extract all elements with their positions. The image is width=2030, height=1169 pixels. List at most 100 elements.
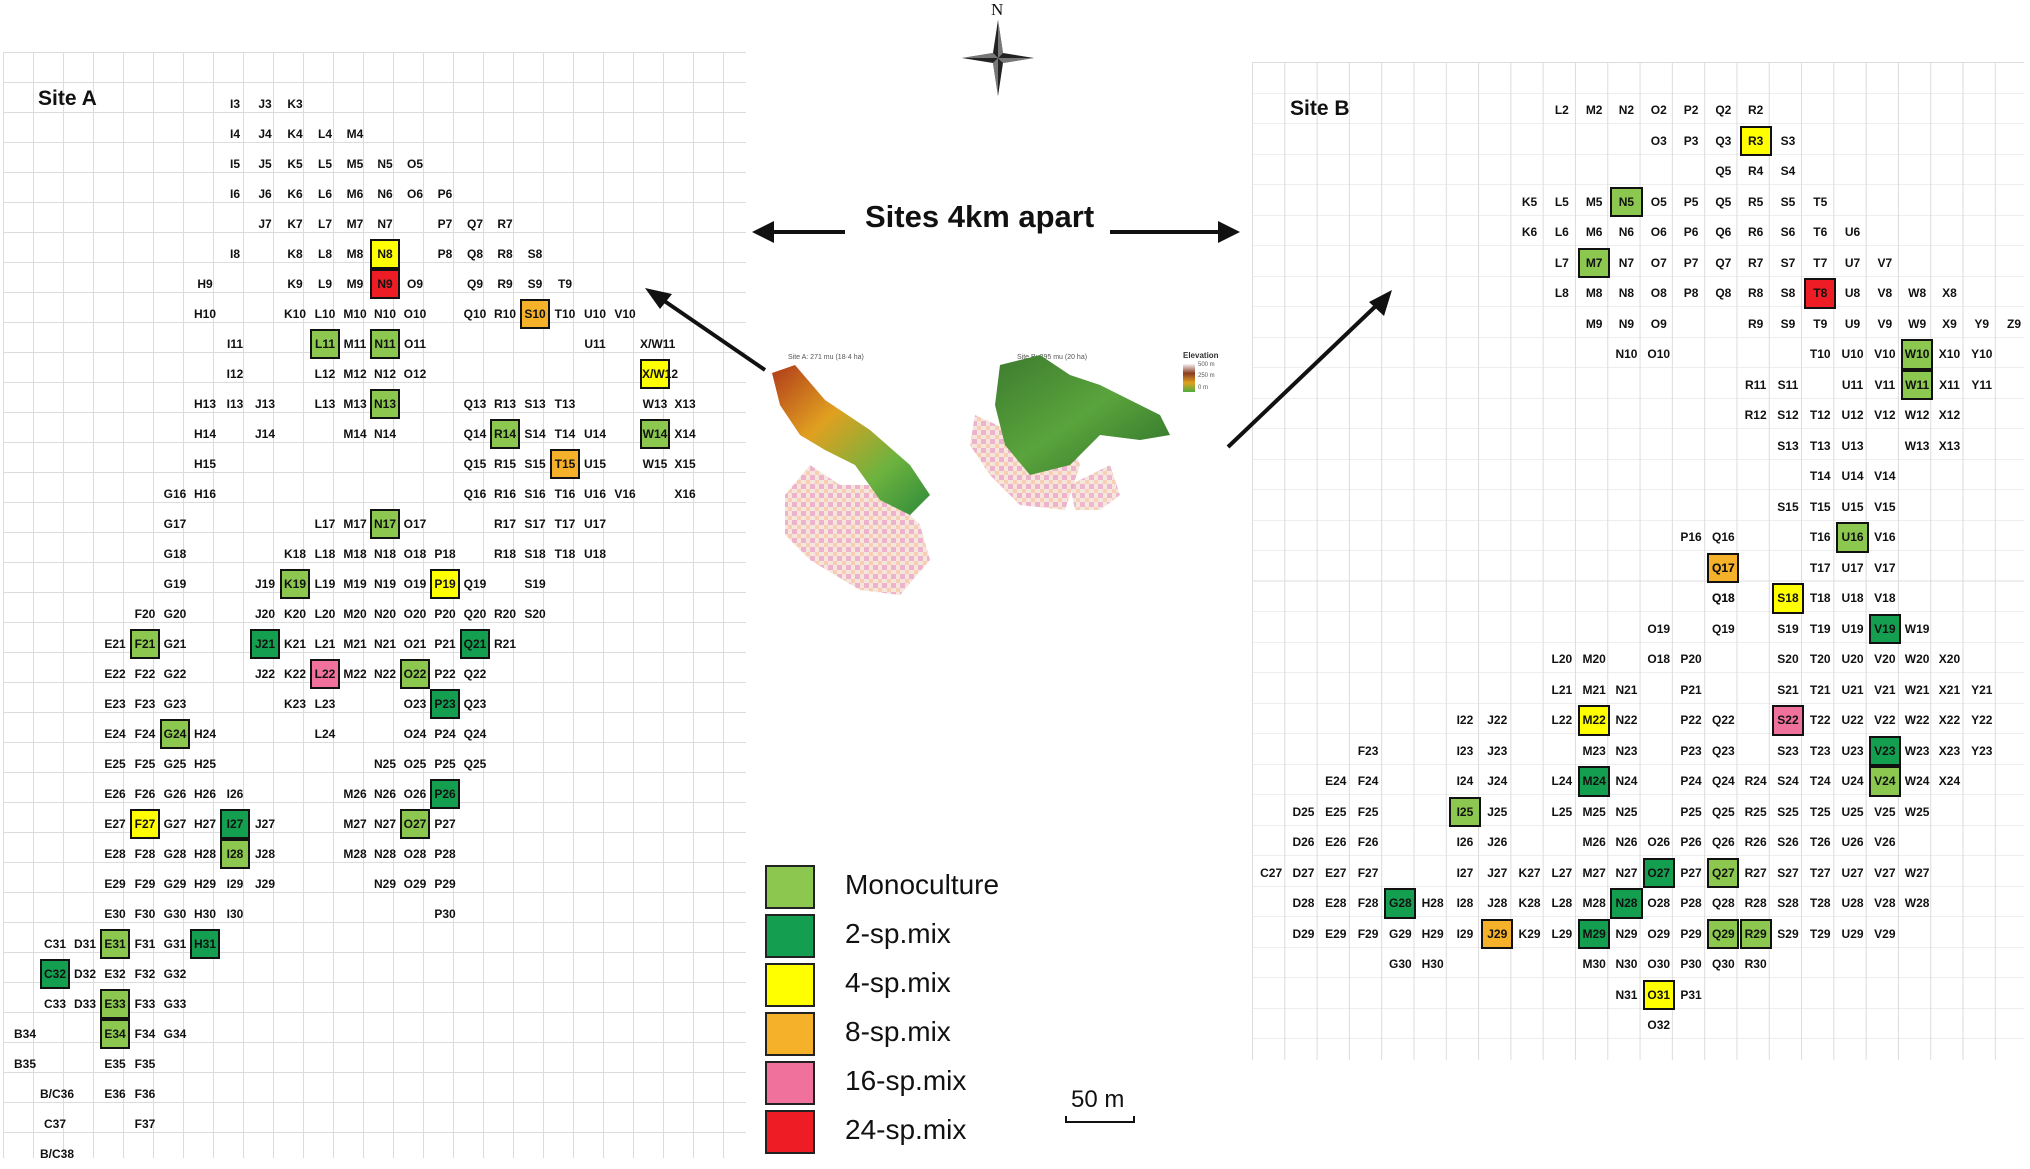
- plot-q22: Q22: [463, 667, 487, 681]
- plot-o18: O18: [403, 547, 427, 561]
- plot-n24: N24: [1615, 774, 1638, 788]
- plot-f22: F22: [134, 667, 156, 681]
- plot-i28: I28: [1456, 896, 1474, 910]
- plot-j19: J19: [254, 577, 276, 591]
- plot-l2: L2: [1554, 103, 1569, 117]
- plot-j29: J29: [1481, 918, 1514, 949]
- plot-m8: M8: [346, 247, 364, 261]
- plot-y22: Y22: [1971, 713, 1993, 727]
- plot-j27: J27: [1487, 865, 1508, 880]
- plot-t26: T26: [1809, 835, 1831, 849]
- plot-h30: H30: [193, 907, 216, 921]
- plot-j20: J20: [254, 607, 276, 621]
- plot-s10: S10: [520, 299, 550, 329]
- plot-n22: N22: [1615, 713, 1638, 727]
- plot-x-w12: X/W12: [640, 359, 678, 389]
- plot-k6: K6: [287, 187, 303, 201]
- plot-o9: O9: [406, 277, 423, 291]
- plot-s19: S19: [1777, 621, 1799, 636]
- plot-j4: J4: [258, 127, 272, 141]
- plot-v16: V16: [1874, 530, 1896, 544]
- plot-v15: V15: [1874, 499, 1896, 514]
- plot-k19: K19: [280, 569, 310, 599]
- plot-m2: M2: [1585, 103, 1603, 117]
- plot-r13: R13: [493, 397, 516, 411]
- plot-u9: U9: [1844, 316, 1861, 331]
- plot-o11: O11: [403, 337, 427, 351]
- plot-s14: S14: [524, 427, 546, 441]
- plot-o31: O31: [1642, 979, 1675, 1010]
- plot-r18: R18: [493, 547, 516, 561]
- plot-r12: R12: [1744, 408, 1767, 422]
- plot-x23: X23: [1938, 743, 1961, 758]
- plot-p25: P25: [1680, 804, 1702, 819]
- plot-l9: L9: [317, 277, 332, 291]
- plot-p27: P27: [1680, 865, 1702, 880]
- plot-v10: V10: [1874, 347, 1896, 361]
- plot-v17: V17: [1874, 560, 1896, 575]
- plot-t25: T25: [1809, 804, 1831, 819]
- plot-u25: U25: [1841, 804, 1864, 819]
- plot-q13: Q13: [463, 397, 487, 411]
- plot-n9: N9: [1618, 316, 1635, 331]
- plot-r9: R9: [1747, 316, 1764, 331]
- plot-v14: V14: [1874, 469, 1896, 483]
- site-a-title: Site A: [38, 87, 97, 110]
- plot-r28: R28: [1744, 896, 1767, 910]
- plot-o3: O3: [1650, 133, 1667, 148]
- plot-s13: S13: [1777, 438, 1799, 453]
- plot-l10: L10: [314, 307, 336, 321]
- north-label: N: [991, 0, 1004, 19]
- plot-r8: R8: [1747, 286, 1764, 300]
- plot-w15: W15: [642, 457, 668, 471]
- plot-i6: I6: [229, 187, 240, 201]
- plot-q24: Q24: [463, 727, 487, 741]
- plot-e29: E29: [104, 877, 126, 891]
- plot-h25: H25: [193, 757, 216, 771]
- plot-l8: L8: [317, 247, 332, 261]
- plot-x24: X24: [1938, 774, 1961, 788]
- plot-n10: N10: [373, 307, 396, 321]
- plot-y21: Y21: [1971, 682, 1993, 697]
- plot-m26: M26: [343, 787, 367, 801]
- plot-n5: N5: [1610, 186, 1643, 217]
- plot-w27: W27: [1904, 865, 1930, 880]
- plot-v11: V11: [1874, 377, 1896, 392]
- plot-p29: P29: [434, 877, 456, 891]
- plot-q23: Q23: [1711, 743, 1735, 758]
- plot-p28: P28: [434, 847, 456, 861]
- plot-j23: J23: [1487, 743, 1508, 758]
- plot-m27: M27: [343, 817, 367, 831]
- plot-g28: G28: [163, 847, 187, 861]
- plot-o28: O28: [403, 847, 427, 861]
- plot-p7: P7: [437, 217, 453, 231]
- site-a-plots: I3 J3 K3 I4 J4 K4 L4 M4 I5 J5 K5 L5 M5 N5 O5 I6 J6 K6 L6 M6…: [3, 52, 746, 1161]
- plot-f28: F28: [1357, 896, 1379, 910]
- plot-i27: I27: [1456, 865, 1474, 880]
- plot-d25: D25: [1292, 804, 1315, 819]
- plot-v8: V8: [1877, 286, 1893, 300]
- plot-t17: T17: [1809, 560, 1831, 575]
- inset-site-a-caption: Site A: 271 mu (18·4 ha): [788, 354, 864, 361]
- plot-h26: H26: [193, 787, 216, 801]
- plot-t5: T5: [1813, 194, 1828, 209]
- plot-w12: W12: [1904, 408, 1930, 422]
- plot-r14: R14: [490, 419, 520, 449]
- distance-arrow-right: [1218, 221, 1240, 243]
- elevation-legend-title: Elevation: [1183, 351, 1219, 360]
- plot-o22: O22: [400, 659, 430, 689]
- plot-u17: U17: [583, 517, 606, 531]
- plot-s23: S23: [1777, 743, 1799, 758]
- plot-g30: G30: [163, 907, 187, 921]
- plot-r7: R7: [497, 217, 513, 231]
- plot-k18: K18: [283, 547, 306, 561]
- plot-s29: S29: [1777, 926, 1799, 941]
- plot-g34: G34: [163, 1027, 187, 1041]
- plot-s26: S26: [1777, 835, 1799, 849]
- plot-f29: F29: [134, 877, 156, 891]
- plot-v21: V21: [1874, 682, 1896, 697]
- plot-f21: F21: [130, 629, 160, 659]
- plot-p8: P8: [1683, 286, 1699, 300]
- plot-u6: U6: [1844, 225, 1861, 239]
- plot-t15: T15: [550, 449, 580, 479]
